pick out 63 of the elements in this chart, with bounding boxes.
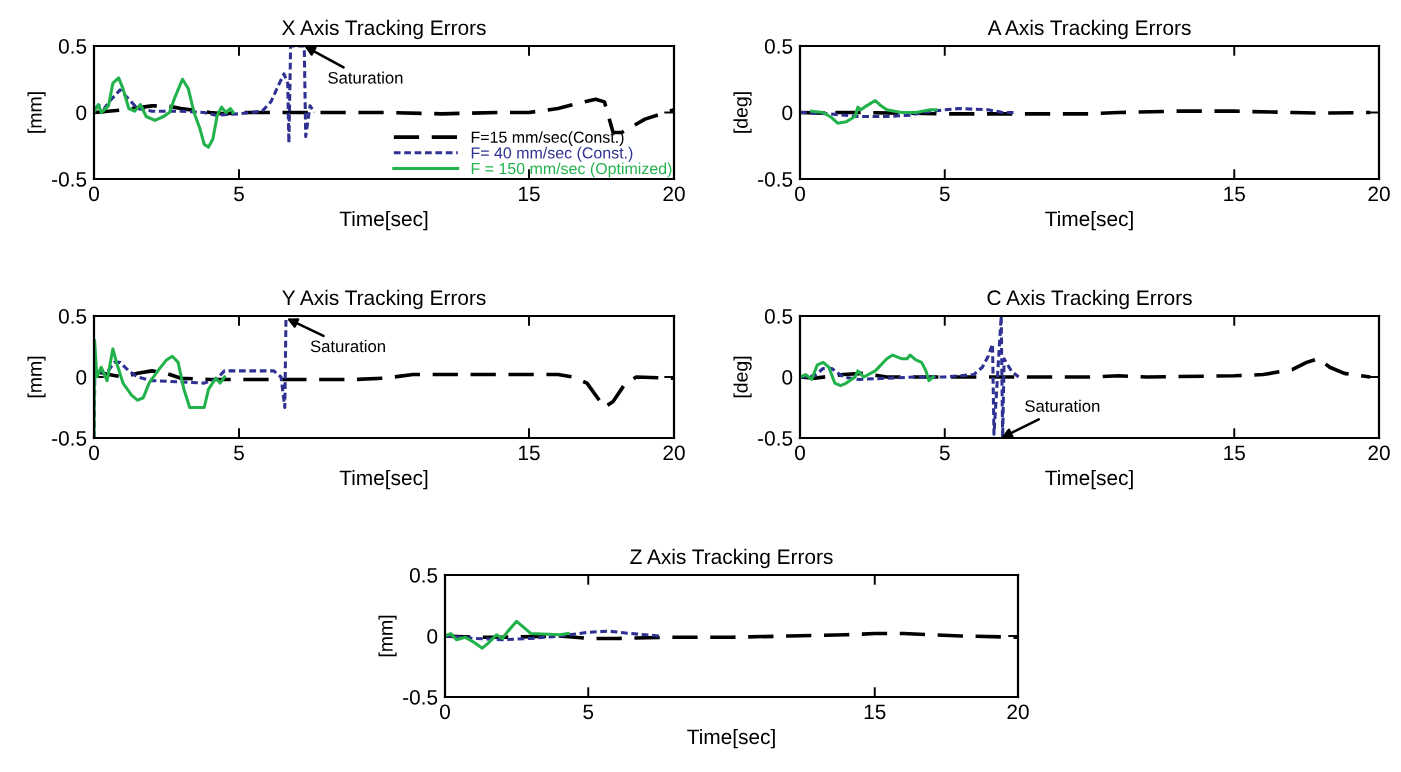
y-axis-title: [deg] (733, 356, 752, 398)
chart-title: Y Axis Tracking Errors (282, 289, 486, 310)
legend-label: F= 40 mm/sec (Const.) (471, 146, 633, 162)
y-tick-label: -0.5 (758, 431, 793, 446)
y-axis-title: [mm] (27, 356, 46, 398)
x-tick-label: 5 (583, 704, 594, 720)
x-tick-label: 5 (234, 445, 244, 461)
y-tick-label: 0 (782, 105, 793, 121)
y-tick-label: 0.5 (58, 309, 87, 324)
chart-title: C Axis Tracking Errors (987, 289, 1192, 310)
x-tick-label: 0 (795, 186, 805, 202)
y-tick-label: -0.5 (52, 172, 87, 187)
y-tick-label: 0.5 (764, 309, 793, 324)
x-tick-label: 20 (663, 445, 685, 461)
x-axis-title: Time[sec] (1045, 210, 1133, 231)
annotation: Saturation (310, 339, 385, 353)
x-tick-label: 15 (519, 445, 540, 461)
x-tick-label: 0 (440, 704, 450, 720)
legend-label: F = 150 mm/sec (Optimized) (471, 162, 672, 178)
x-tick-label: 0 (795, 445, 805, 461)
chart-title: X Axis Tracking Errors (282, 19, 486, 40)
line-series (94, 338, 227, 438)
legend-label: F=15 mm/sec(Const.) (471, 131, 624, 147)
x-tick-label: 5 (939, 186, 950, 202)
y-tick-label: 0 (76, 105, 87, 121)
x-axis-title: Time[sec] (1045, 469, 1133, 490)
y-tick-label: 0 (427, 629, 438, 644)
x-tick-label: 15 (1224, 445, 1245, 461)
chart-title: Z Axis Tracking Errors (630, 548, 833, 569)
x-tick-label: 0 (89, 445, 99, 461)
x-axis-title: Time[sec] (339, 469, 428, 490)
x-tick-label: 20 (1368, 445, 1390, 461)
y-axis-title: [deg] (733, 92, 752, 133)
y-tick-label: -0.5 (403, 690, 438, 705)
y-tick-label: 0.5 (409, 568, 438, 583)
x-tick-label: 15 (864, 704, 886, 720)
x-tick-label: 20 (1007, 704, 1029, 720)
x-tick-label: 5 (234, 186, 244, 202)
y-axis-title: [mm] (27, 92, 46, 133)
y-tick-label: -0.5 (52, 431, 87, 446)
line-series (94, 46, 316, 145)
chart-title: A Axis Tracking Errors (987, 19, 1191, 40)
y-axis-title: [mm] (378, 615, 397, 657)
line-series (445, 629, 662, 642)
x-tick-label: 20 (663, 186, 685, 202)
y-tick-label: -0.5 (758, 172, 793, 187)
annotation: Saturation (328, 71, 403, 84)
x-tick-label: 5 (939, 445, 950, 461)
y-tick-label: 0.5 (58, 39, 87, 54)
annotation: Saturation (1025, 399, 1100, 412)
y-tick-label: 0.5 (764, 39, 793, 54)
y-tick-label: 0 (782, 370, 793, 385)
x-tick-label: 15 (1224, 186, 1245, 202)
line-series (810, 99, 938, 125)
line-series (445, 619, 570, 650)
line-series (94, 76, 235, 149)
x-tick-label: 0 (89, 186, 99, 202)
x-tick-label: 15 (519, 186, 540, 202)
y-tick-label: 0 (76, 370, 87, 385)
x-tick-label: 20 (1368, 186, 1390, 202)
x-axis-title: Time[sec] (687, 728, 775, 749)
line-series (800, 353, 935, 388)
x-axis-title: Time[sec] (339, 210, 428, 231)
